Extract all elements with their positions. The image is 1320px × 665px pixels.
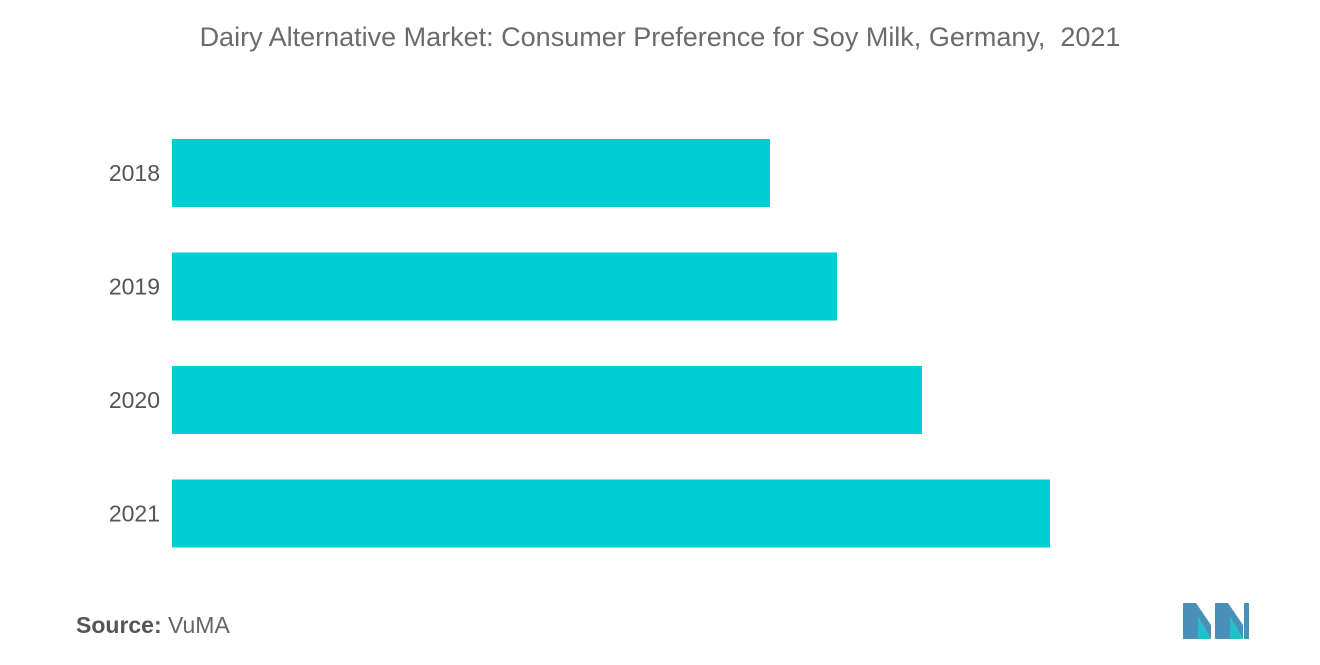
mordor-logo-icon bbox=[1183, 603, 1249, 639]
bar-2018 bbox=[172, 139, 770, 207]
source-line: Source: VuMA bbox=[76, 612, 230, 639]
y-tick-label: 2021 bbox=[109, 501, 160, 527]
y-axis-ticks: 2018 2019 2020 2021 bbox=[109, 160, 160, 527]
bar-2020 bbox=[172, 366, 922, 434]
bar-2019 bbox=[172, 252, 837, 321]
bar-2021 bbox=[172, 479, 1050, 548]
source-label: Source: bbox=[76, 612, 162, 638]
y-tick-label: 2020 bbox=[109, 387, 160, 413]
source-value: VuMA bbox=[168, 612, 230, 638]
y-tick-label: 2019 bbox=[109, 274, 160, 300]
chart-title: Dairy Alternative Market: Consumer Prefe… bbox=[199, 22, 1121, 52]
y-tick-label: 2018 bbox=[109, 160, 160, 186]
bars-group bbox=[172, 139, 1050, 548]
